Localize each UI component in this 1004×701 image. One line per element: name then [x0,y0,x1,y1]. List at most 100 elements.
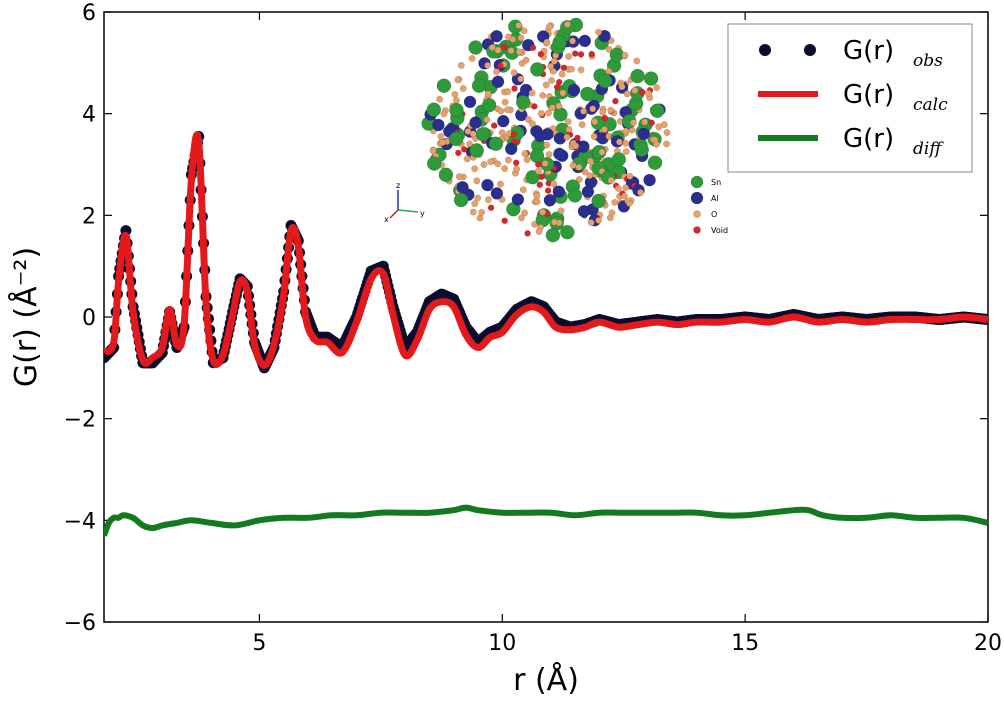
atom [521,150,529,158]
atom [524,230,531,237]
atom [611,198,619,206]
atom [528,89,536,97]
atom [511,193,525,206]
atom [457,61,465,69]
atom [581,185,595,199]
atom [634,142,649,157]
atom [476,214,484,222]
atom [537,109,545,117]
atom [553,83,561,91]
atom [548,77,556,84]
atom [471,78,487,93]
atom [560,224,575,240]
atom [468,40,483,55]
atom [438,167,454,183]
atom [575,163,583,171]
atom [512,159,520,167]
atom [517,34,525,42]
atom [497,180,504,188]
inset-legend-label: Al [711,194,719,203]
atom [518,59,526,67]
atom [539,91,547,99]
inset-axis-label: y [420,209,425,218]
atom [577,204,591,218]
atom [637,189,644,196]
legend: G(r) obs G(r) calc G(r) diff [727,23,973,173]
inset-legend-label: Void [711,226,728,235]
atom [586,172,594,180]
atom [663,129,671,136]
atom [538,173,545,180]
atom [473,177,481,185]
atom [548,104,556,112]
atom [643,71,659,86]
atom [501,165,509,173]
legend-subscript: diff [913,139,944,159]
atom [545,151,553,158]
atom [550,218,558,226]
inset-legend-label: O [711,210,717,219]
atom [517,75,525,83]
atom [571,50,579,57]
atom [487,204,495,211]
atom [595,216,603,224]
structure-inset: z x y Sn Al O Void [384,17,728,243]
line-calc [104,131,988,369]
atom [493,68,501,76]
atom [560,64,568,72]
atom [569,37,576,45]
atom [552,34,567,50]
atom [577,140,590,153]
atom [558,70,566,78]
atom [432,118,445,132]
atom [498,129,506,137]
atom [536,181,544,189]
inset-axis-label: z [396,181,400,190]
atom [504,156,512,164]
atom [466,140,474,148]
atom [469,208,477,216]
atom [490,187,504,200]
atom [599,108,607,116]
atom [626,200,633,207]
inset-legend-marker [690,175,704,189]
inset-y-axis [397,209,419,213]
atom [463,155,471,163]
atom [612,97,619,105]
atom [645,90,652,97]
atom [475,126,491,142]
atom [436,95,444,103]
atom [545,109,552,117]
atom [588,50,595,58]
atom [598,29,611,43]
atom [590,133,598,140]
atom [565,53,573,60]
axis-ticks: 5 10 15 20 −6 −4 −2 0 2 4 6 [64,1,1002,656]
atom [497,107,505,115]
atom [543,193,557,207]
atom [513,165,521,173]
atom [580,86,595,102]
atom [468,55,476,62]
atom [621,51,629,59]
atom [528,120,536,128]
atom [497,62,504,69]
atom [633,57,641,65]
atom [464,127,472,135]
atom [504,88,512,96]
atom [453,96,460,104]
atom [555,102,563,110]
atom [487,158,495,166]
atom [545,23,553,31]
atom [653,140,661,148]
atom [455,149,462,157]
atom [471,165,479,173]
atom [586,157,594,165]
atom [501,217,508,225]
atom [491,75,505,88]
atom [607,176,615,184]
atom [648,119,655,126]
atom [639,89,646,96]
atom [622,127,630,135]
